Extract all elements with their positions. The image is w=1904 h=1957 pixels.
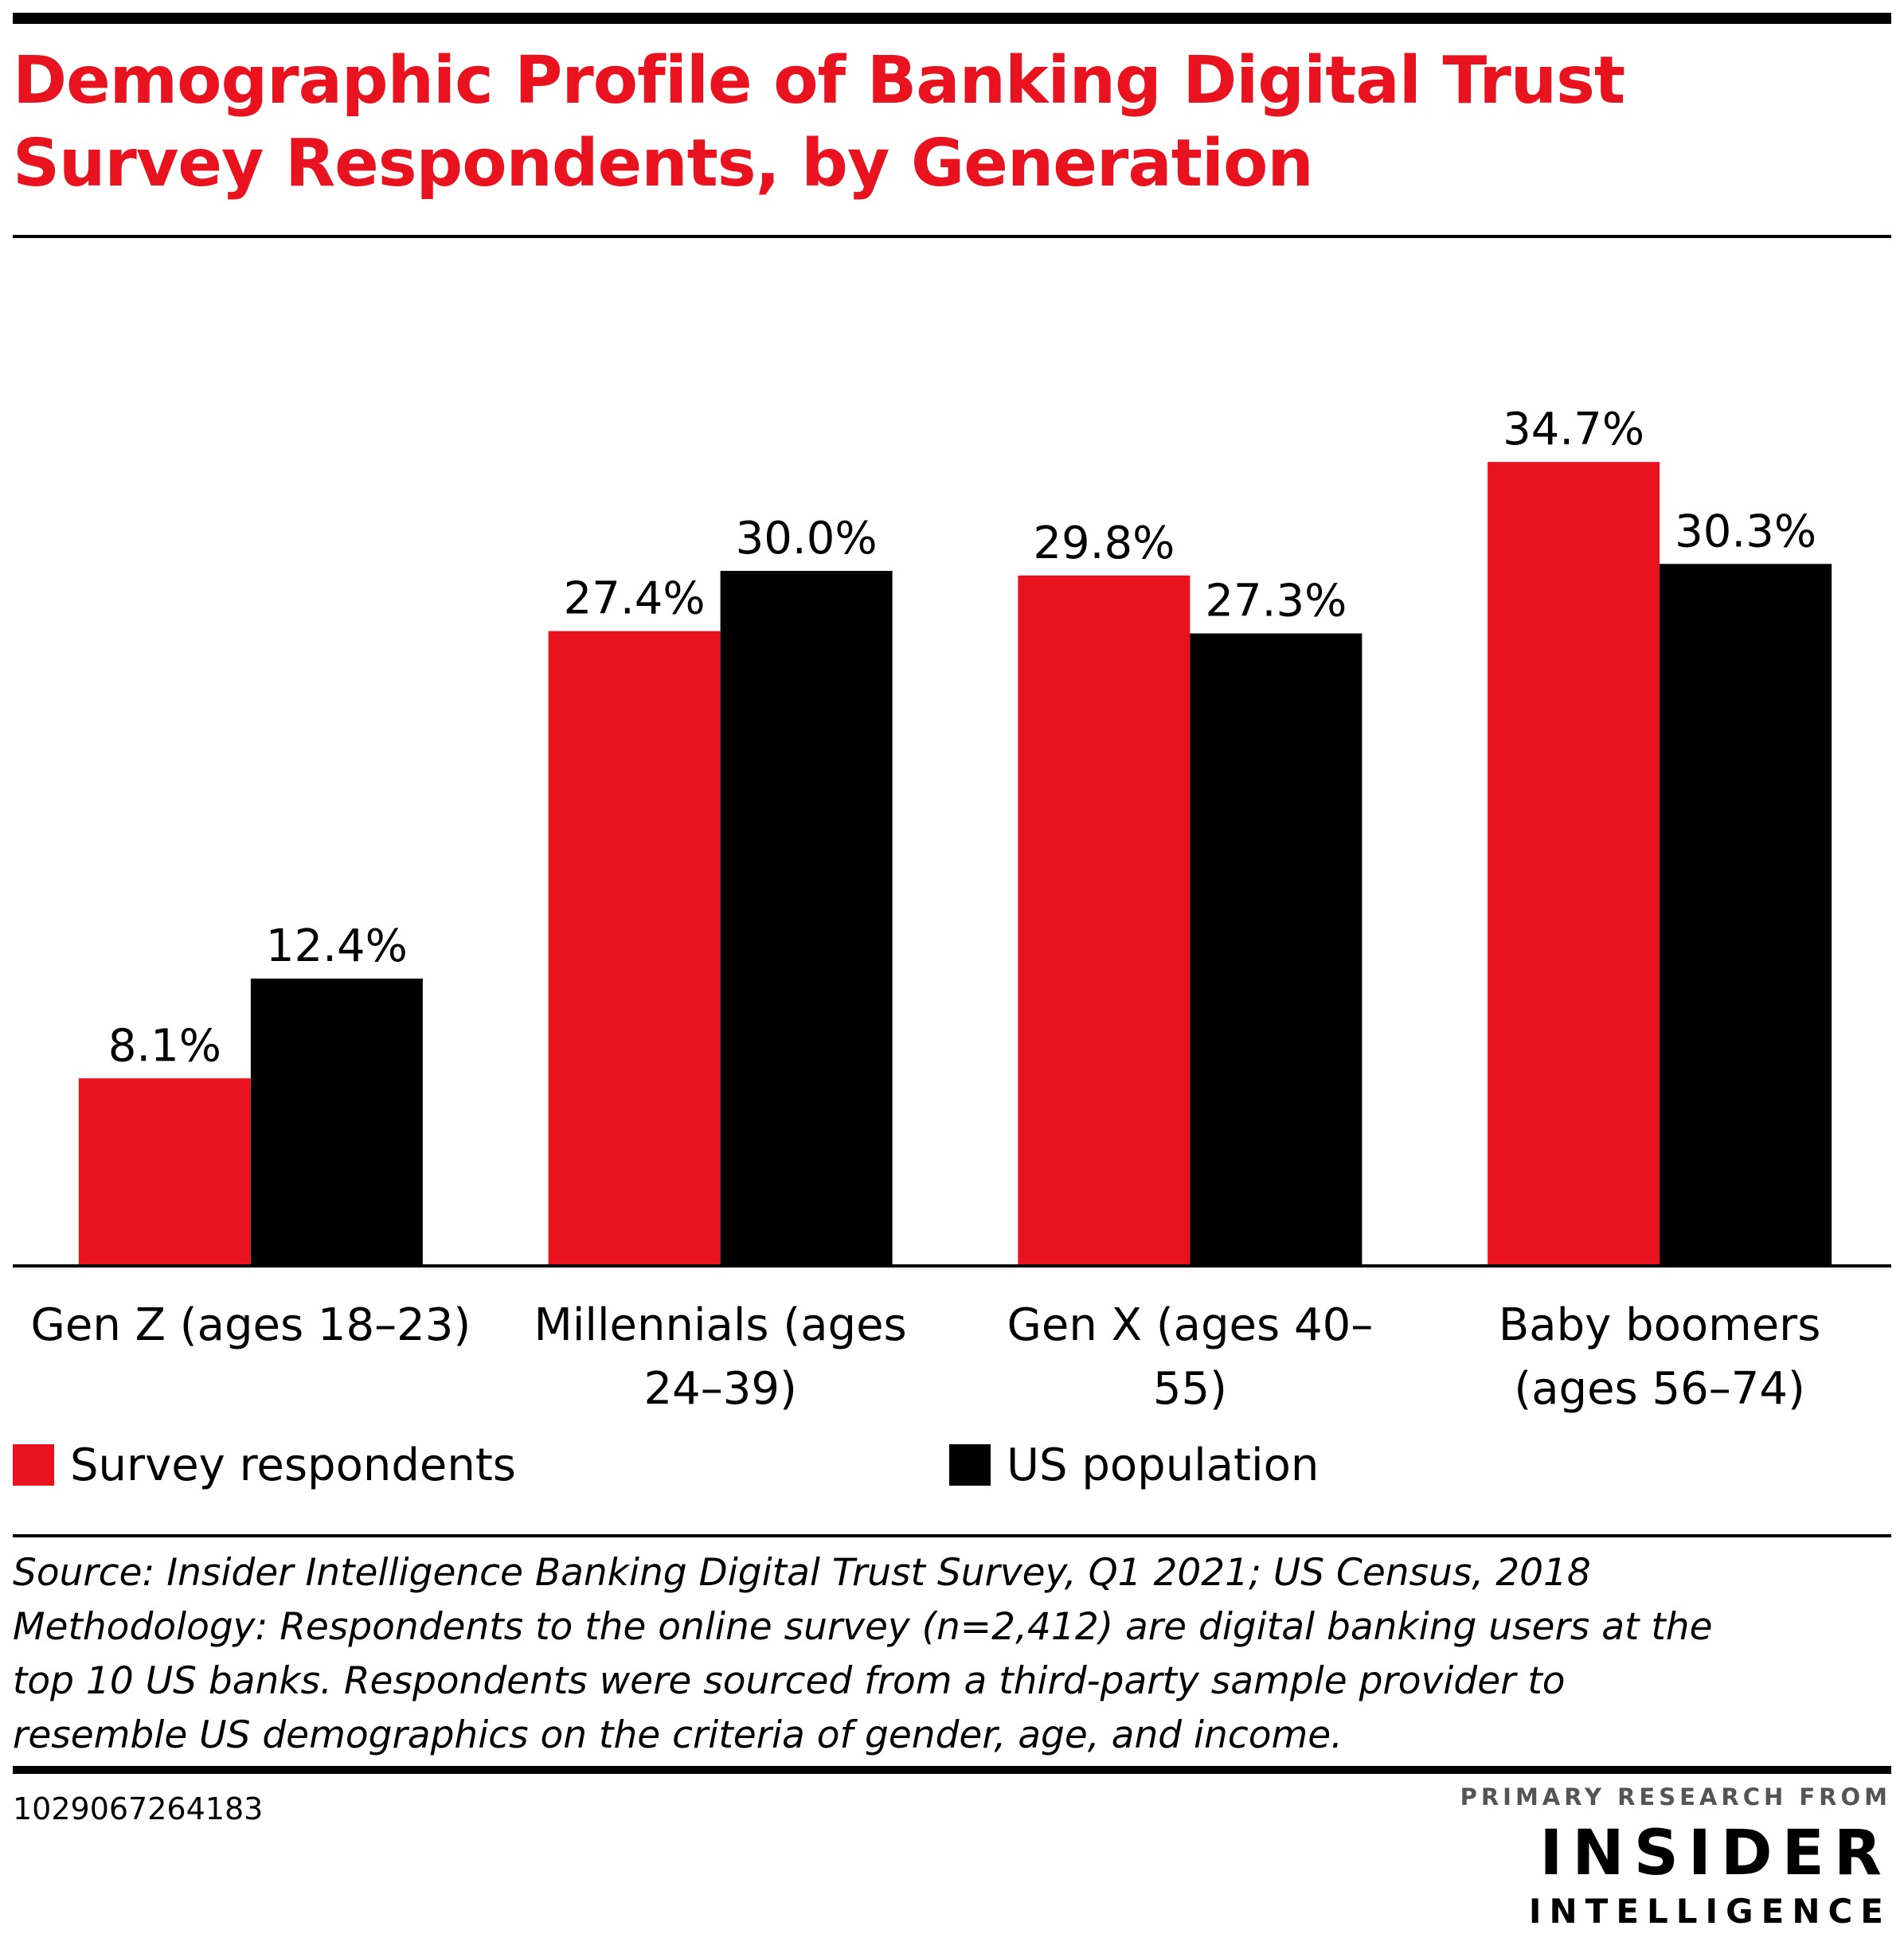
title-line-2: Survey Respondents, by Generation [13,126,1314,201]
methodology-line: resemble US demographics on the criteria… [13,1713,1343,1757]
category-label: Baby boomers [1499,1299,1821,1351]
legend-swatch-us [949,1444,991,1486]
title-line-1: Demographic Profile of Banking Digital T… [13,43,1625,119]
category-label: Gen Z (ages 18–23) [30,1299,471,1351]
legend-item-us: US population [949,1433,1319,1497]
category-label: 24–39) [643,1363,796,1415]
source-rule [13,1534,1891,1537]
bar-chart: 8.1% 12.4% Gen Z (ages 18–23) 27.4% 30.0% Mil… [13,404,1891,1415]
category-label: 55) [1153,1363,1227,1415]
data-label: 29.8% [1033,518,1175,569]
bar-us [250,979,423,1266]
data-label: 12.4% [266,920,408,972]
footer-rule [13,1766,1891,1774]
bar-survey [78,1078,251,1266]
data-label: 34.7% [1503,404,1644,455]
brand-name: INSIDER [1539,1818,1891,1889]
bar-survey [1018,575,1190,1266]
category-label: Gen X (ages 40– [1007,1299,1374,1351]
source-line: Source: Insider Intelligence Banking Dig… [13,1551,1591,1595]
bar-us [1190,633,1363,1266]
legend-label-us: US population [1007,1439,1320,1491]
category-label: Millennials (ages [534,1299,907,1351]
data-label: 30.3% [1675,506,1816,557]
category-label: (ages 56–74) [1514,1363,1805,1415]
source-note: Source: Insider Intelligence Banking Dig… [13,1546,1892,1763]
chart-id: 1029067264183 [13,1791,264,1826]
legend-label-survey: Survey respondents [70,1439,516,1491]
brand-subname: INTELLIGENCE [1528,1892,1891,1931]
top-rule [13,13,1891,24]
bar-survey [548,631,721,1266]
data-label: 30.0% [736,513,878,564]
brand-logo: PRIMARY RESEARCH FROM INSIDER INTELLIGEN… [1460,1783,1891,1933]
data-label: 8.1% [108,1020,221,1072]
data-label: 27.4% [564,573,706,625]
chart-title: Demographic Profile of Banking Digital T… [13,40,1876,205]
brand-tagline: PRIMARY RESEARCH FROM [1460,1783,1891,1811]
title-rule [13,235,1891,238]
data-label: 27.3% [1205,576,1347,627]
legend-item-survey: Survey respondents [13,1433,516,1497]
methodology-line: top 10 US banks. Respondents were source… [13,1659,1566,1703]
bar-us [720,571,893,1266]
bar-survey [1488,462,1660,1266]
legend-swatch-survey [13,1444,54,1486]
bar-us [1660,564,1832,1266]
methodology-line: Methodology: Respondents to the online s… [13,1605,1713,1649]
